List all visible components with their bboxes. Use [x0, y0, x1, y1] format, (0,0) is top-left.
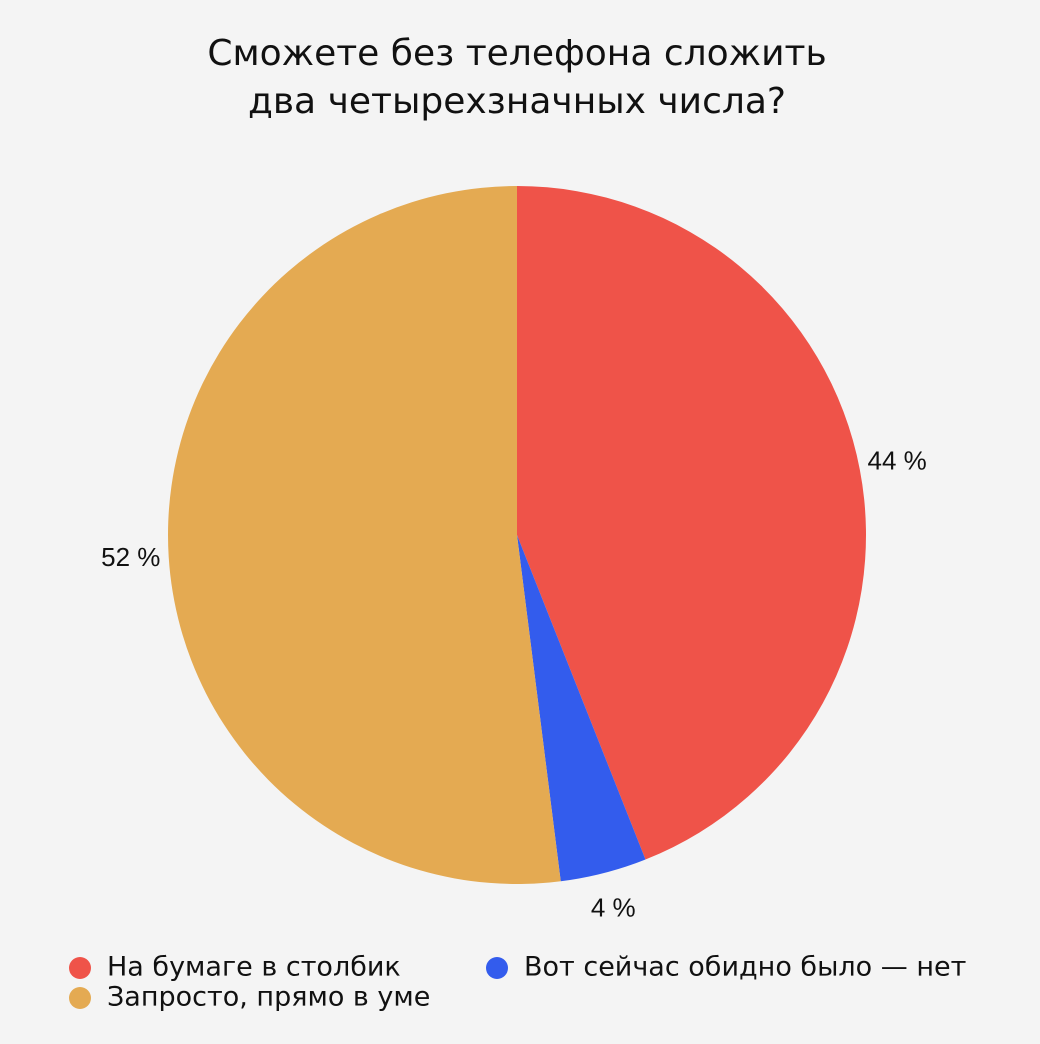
legend-label: Вот сейчас обидно было — нет	[524, 952, 966, 983]
legend-marker	[69, 987, 91, 1009]
pie-slice	[168, 186, 561, 884]
chart-title: Сможете без телефона сложить	[207, 33, 826, 74]
legend-label: На бумаге в столбик	[107, 952, 401, 983]
pie-slice	[517, 186, 866, 860]
chart-title: два четырехзначных числа?	[248, 81, 786, 122]
value-label: 52 %	[101, 542, 160, 572]
legend-label: Запросто, прямо в уме	[107, 982, 430, 1013]
legend-marker	[69, 957, 91, 979]
pie-slice	[517, 535, 646, 882]
value-label: 4 %	[591, 893, 636, 923]
legend-marker	[486, 957, 508, 979]
value-label: 44 %	[868, 445, 927, 475]
